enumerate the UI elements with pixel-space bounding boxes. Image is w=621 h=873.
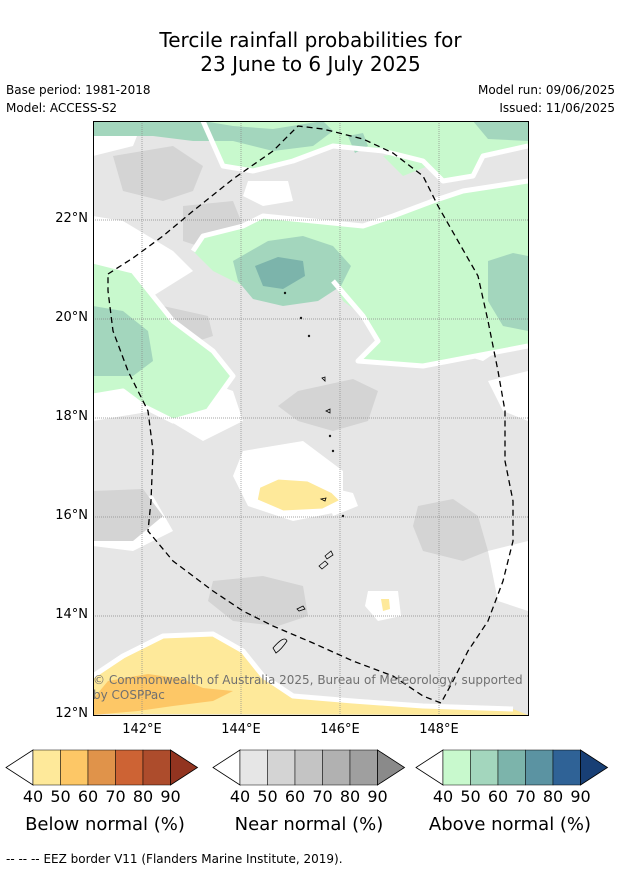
colorbar-tick-label: 60 <box>487 787 509 806</box>
colorbar-right-arrow <box>377 749 406 786</box>
colorbar-tick-label: 80 <box>339 787 361 806</box>
lat-label-18: 18°N <box>55 409 88 424</box>
colorbar-tick-label: 70 <box>105 787 126 806</box>
map-title: Tercile rainfall probabilities for 23 Ju… <box>0 28 621 76</box>
colorbar-swatch <box>239 749 268 786</box>
colorbar-swatch <box>322 749 351 786</box>
eez-border <box>107 125 514 704</box>
graticule <box>93 121 528 715</box>
colorbar-tick-label: 60 <box>77 787 99 806</box>
base-period: Base period: 1981-2018 <box>6 83 151 97</box>
model-name: Model: ACCESS-S2 <box>6 101 118 115</box>
island-alamagan <box>325 408 331 414</box>
lat-label-14: 14°N <box>55 607 88 622</box>
colorbar-tick-label: 60 <box>284 787 306 806</box>
colorbar-swatch <box>115 749 144 786</box>
colorbar-right-arrow <box>170 749 199 786</box>
eez-legend-dashes: -- -- -- <box>6 852 40 866</box>
colorbar-left-arrow <box>5 749 34 786</box>
lat-label-12: 12°N <box>55 706 88 721</box>
colorbar-swatch <box>32 749 61 786</box>
colorbar-left-arrow <box>415 749 444 786</box>
colorbar-tick-label: 90 <box>160 787 181 806</box>
lat-label-22: 22°N <box>55 211 88 226</box>
colorbar-tick-label: 80 <box>132 787 154 806</box>
island-anatahan <box>319 497 327 502</box>
region-borders <box>93 121 528 712</box>
issued-date: Issued: 11/06/2025 <box>499 101 615 115</box>
map-frame <box>93 121 529 716</box>
colorbar-swatch <box>267 749 296 786</box>
colorbar-tick-label: 50 <box>50 787 71 806</box>
eez-legend-text: EEZ border V11 (Flanders Marine Institut… <box>43 852 343 866</box>
island-saipan <box>324 550 334 560</box>
colorbar-tick-label: 80 <box>542 787 564 806</box>
lon-label-148: 148°E <box>419 722 459 737</box>
title-line-1: Tercile rainfall probabilities for <box>159 28 462 52</box>
colorbar-swatch <box>349 749 378 786</box>
above-normal-40-areas <box>93 121 528 421</box>
title-line-2: 23 June to 6 July 2025 <box>200 52 421 76</box>
colorbar-swatch <box>525 749 554 786</box>
island-tinian <box>318 560 329 570</box>
colorbar-near-normal <box>212 749 406 786</box>
islands <box>272 291 345 654</box>
colorbar-tick-label: 40 <box>22 787 44 806</box>
legend-footnote: -- -- -- EEZ border V11 (Flanders Marine… <box>6 852 343 866</box>
island-rota <box>296 605 306 612</box>
lat-label-16: 16°N <box>55 508 88 523</box>
colorbar-title-above: Above normal (%) <box>428 814 592 835</box>
colorbar-swatch <box>552 749 581 786</box>
colorbar-tick-label: 40 <box>229 787 251 806</box>
above-normal-60-area <box>255 257 305 289</box>
copyright-line-2: by COSPPac <box>93 688 165 702</box>
colorbar-tick-label: 90 <box>367 787 388 806</box>
meta-left: Base period: 1981-2018 Model: ACCESS-S2 <box>6 81 151 117</box>
colorbar-right-arrow <box>580 749 609 786</box>
colorbar-left-arrow <box>212 749 241 786</box>
colorbar-tick-label: 50 <box>460 787 481 806</box>
lon-label-146: 146°E <box>320 722 360 737</box>
colorbar-tick-label: 70 <box>312 787 333 806</box>
colorbar-swatch <box>142 749 171 786</box>
copyright-line-1: © Commonwealth of Australia 2025, Bureau… <box>93 673 523 687</box>
probability-map: © Commonwealth of Australia 2025, Bureau… <box>93 121 528 715</box>
colorbars <box>5 749 609 786</box>
near-normal-50-areas <box>93 146 488 626</box>
colorbar-tick-label: 50 <box>257 787 278 806</box>
colorbar-tick-label: 90 <box>570 787 591 806</box>
colorbar-tick-label: 40 <box>432 787 454 806</box>
meta-right: Model run: 09/06/2025 Issued: 11/06/2025 <box>478 81 615 117</box>
colorbar-above-normal <box>415 749 609 786</box>
colorbar-swatch <box>60 749 89 786</box>
below-normal-50-area <box>93 674 233 715</box>
colorbar-tick-label: 70 <box>515 787 536 806</box>
colorbar-swatch <box>497 749 526 786</box>
lon-label-144: 144°E <box>221 722 261 737</box>
colorbar-below-normal <box>5 749 199 786</box>
colorbar-title-below: Below normal (%) <box>25 814 185 835</box>
colorbar-title-near: Near normal (%) <box>234 814 384 835</box>
lon-label-142: 142°E <box>122 722 162 737</box>
island-pagan <box>321 376 326 382</box>
island-guam <box>272 638 288 654</box>
colorbar-swatch <box>294 749 323 786</box>
lat-label-20: 20°N <box>55 310 88 325</box>
colorbar-swatch <box>442 749 471 786</box>
colorbar-swatch <box>470 749 499 786</box>
colorbar-swatch <box>87 749 116 786</box>
model-run: Model run: 09/06/2025 <box>477 83 615 97</box>
